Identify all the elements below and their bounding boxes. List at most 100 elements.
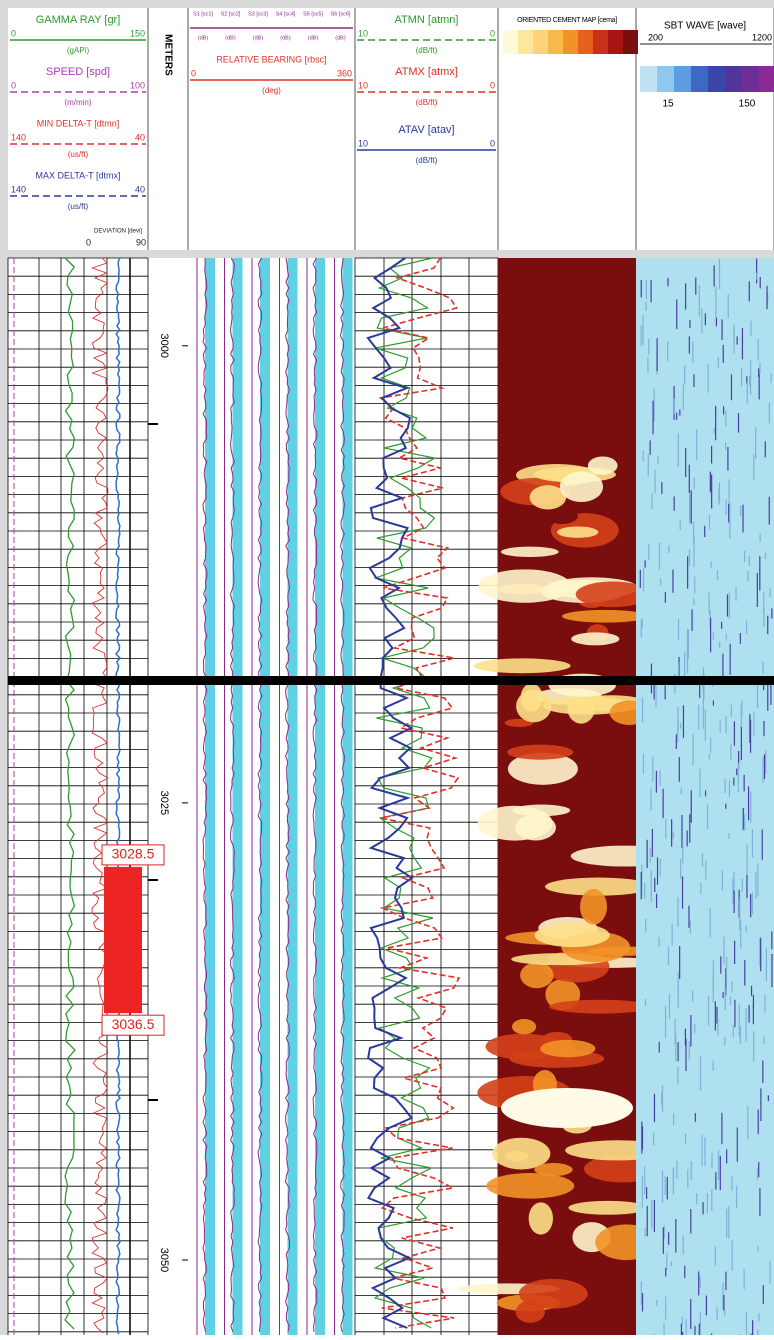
color-scale — [578, 30, 593, 54]
scale-right: 90 — [136, 237, 146, 247]
cement-blob — [516, 690, 551, 723]
scale-right: 0 — [490, 28, 495, 38]
scale-low: 15 — [662, 99, 674, 110]
scale-left: 140 — [11, 184, 26, 194]
depth-label: 3000 — [158, 334, 170, 358]
curve-unit: (dB/ft) — [416, 46, 438, 55]
depth-label: 3050 — [158, 1248, 170, 1272]
color-scale — [608, 30, 623, 54]
cement-blob — [580, 889, 607, 925]
color-scale — [691, 66, 708, 92]
color-scale — [503, 30, 518, 54]
curve-unit: (us/ft) — [68, 150, 89, 159]
splice-bar — [8, 676, 774, 685]
color-scale — [725, 66, 742, 92]
sbt-wave — [636, 258, 774, 1335]
sector-name: S4 [sc4] — [276, 11, 296, 17]
track-title: SBT WAVE [wave] — [664, 21, 746, 32]
sector-unit: (dB) — [225, 35, 236, 41]
cement-blob — [568, 1201, 647, 1215]
depth-label: 3025 — [158, 791, 170, 815]
scale-high: 150 — [739, 99, 756, 110]
sector-name: S5 [sc5] — [303, 11, 323, 17]
cement-blob — [501, 547, 559, 557]
curve-name: RELATIVE BEARING [rbsc] — [216, 54, 326, 64]
cement-blob — [588, 456, 618, 474]
color-scale — [657, 66, 674, 92]
cement-blob — [529, 1202, 553, 1234]
sector-band — [315, 258, 325, 1335]
color-scale — [623, 30, 638, 54]
sector-band — [288, 258, 298, 1335]
scale-right: 150 — [130, 28, 145, 38]
scale-right: 1200 — [752, 32, 772, 42]
curve-unit: (deg) — [262, 86, 281, 95]
color-scale — [759, 66, 774, 92]
curve-unit: (gAPi) — [67, 46, 90, 55]
sector-unit: (dB) — [198, 35, 209, 41]
curve-name: MIN DELTA-T [dtmn] — [37, 118, 120, 128]
color-scale — [593, 30, 608, 54]
curve-name: ATMN [atmn] — [395, 14, 459, 26]
cement-blob — [512, 805, 570, 817]
scale-left: 0 — [191, 68, 196, 78]
sector-unit: (dB) — [335, 35, 346, 41]
curve-unit: (dB/ft) — [416, 156, 438, 165]
sector-unit: (dB) — [308, 35, 319, 41]
curve-name: GAMMA RAY [gr] — [36, 14, 121, 26]
well-log: GAMMA RAY [gr]0150(gAPi)SPEED [spd]0100(… — [0, 0, 774, 1335]
cement-blob — [474, 658, 571, 673]
cement-blob — [562, 610, 648, 623]
color-scale — [640, 66, 657, 92]
cement-blob — [520, 962, 553, 988]
cement-blob — [560, 472, 603, 502]
cement-blob — [546, 508, 578, 524]
cement-blob — [534, 1163, 572, 1176]
cement-blob — [486, 1173, 574, 1199]
color-scale — [533, 30, 548, 54]
scale-left: 0 — [11, 28, 16, 38]
sector-unit: (dB) — [280, 35, 291, 41]
sector-name: S3 [sc3] — [248, 11, 268, 17]
curve-unit: (m/min) — [64, 98, 91, 107]
track-title: METERS — [162, 34, 173, 76]
curve-unit: (us/ft) — [68, 202, 89, 211]
curve-name: ATMX [atmx] — [395, 66, 458, 78]
scale-right: 0 — [490, 138, 495, 148]
cement-blob — [501, 1088, 633, 1128]
sector-unit: (dB) — [253, 35, 264, 41]
scale-right: 0 — [490, 80, 495, 90]
cement-blob — [515, 1301, 544, 1323]
sector-name: S2 [sc2] — [221, 11, 241, 17]
color-scale — [518, 30, 533, 54]
cement-blob — [557, 526, 598, 537]
curve-unit: (dB/ft) — [416, 98, 438, 107]
scale-left: 10 — [358, 28, 368, 38]
cement-blob — [535, 923, 610, 947]
cement-blob — [515, 815, 556, 841]
scale-left: 0 — [11, 80, 16, 90]
scale-right: 360 — [337, 68, 352, 78]
scale-right: 40 — [135, 184, 145, 194]
color-scale — [548, 30, 563, 54]
track-title: ORIENTED CEMENT MAP [cema] — [517, 17, 617, 24]
scale-left: 10 — [358, 80, 368, 90]
scale-left: 0 — [86, 237, 91, 247]
color-scale — [708, 66, 725, 92]
scale-left: 10 — [358, 138, 368, 148]
scale-right: 100 — [130, 80, 145, 90]
color-scale — [742, 66, 759, 92]
interval-bottom: 3036.5 — [112, 1016, 155, 1032]
scale-right: 40 — [135, 132, 145, 142]
sector-band — [233, 258, 243, 1335]
scale-left: 200 — [648, 32, 663, 42]
color-scale — [563, 30, 578, 54]
scale-left: 140 — [11, 132, 26, 142]
interval — [104, 867, 142, 1013]
color-scale — [674, 66, 691, 92]
sector-name: S1 [sc1] — [193, 11, 213, 17]
cement-blob — [540, 1040, 595, 1057]
curve-name: SPEED [spd] — [46, 66, 110, 78]
cement-blob — [567, 694, 594, 724]
sector-name: S6 [sc6] — [331, 11, 351, 17]
